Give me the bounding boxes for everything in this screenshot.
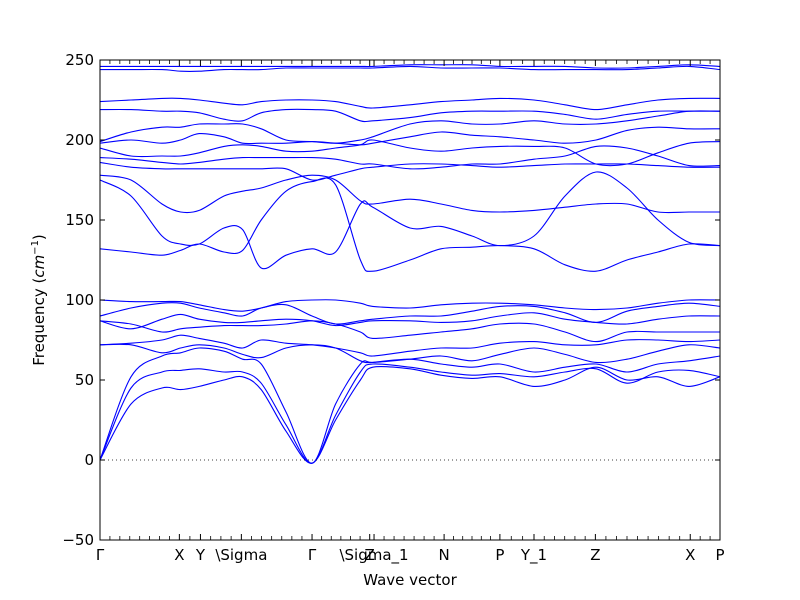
plot-frame [99, 59, 721, 541]
x-tick-label: Z [590, 546, 600, 564]
bands-layer [100, 64, 720, 464]
x-tick-label: Y_1 [520, 546, 547, 565]
x-tick-label: Γ [308, 546, 317, 564]
band-line-5 [100, 334, 720, 357]
band-line-13 [100, 161, 720, 181]
x-tick-label: X [685, 546, 695, 564]
x-tick-label: \Sigma [215, 546, 267, 564]
x-axis-title: Wave vector [363, 571, 457, 589]
x-tick-label: P [715, 546, 724, 564]
band-line-17 [100, 110, 720, 144]
band-line-4 [100, 343, 720, 364]
band-line-8 [100, 302, 720, 325]
x-tick-label: \Sigma_1 [339, 546, 408, 565]
y-axis-title-unit: cm [30, 255, 48, 278]
band-line-11 [100, 171, 720, 270]
y-tick-label: −50 [62, 531, 94, 549]
band-line-18 [100, 108, 720, 123]
band-line-2 [100, 363, 720, 464]
band-line-20 [100, 65, 720, 72]
y-tick-label: 50 [75, 371, 94, 389]
band-line-6 [100, 320, 720, 343]
x-tick-label: N [438, 546, 449, 564]
y-axis-ticks: −50 0 50 100 150 200 250 [62, 51, 720, 549]
y-axis-title-text: Frequency ( [30, 278, 48, 366]
band-line-3 [100, 347, 720, 464]
band-line-12 [100, 174, 720, 214]
band-line-15 [100, 139, 720, 167]
band-line-1 [100, 365, 720, 464]
y-axis-title-exponent: −1 [30, 240, 41, 255]
minor-ticks [109, 60, 711, 540]
x-axis-ticks: Γ X Y \Sigma Γ Z\Sigma_1 N P Y_1 Z X P [96, 60, 725, 565]
x-tick-label: Z [365, 546, 375, 564]
band-line-10 [100, 177, 720, 272]
y-tick-label: 100 [65, 291, 94, 309]
x-tick-label: Γ [96, 546, 105, 564]
y-tick-label: 150 [65, 211, 94, 229]
y-tick-label: 250 [65, 51, 94, 69]
band-line-14 [100, 145, 720, 170]
band-line-19 [100, 97, 720, 111]
y-tick-label: 200 [65, 131, 94, 149]
y-axis-title: Frequency (cm−1) [30, 234, 48, 366]
x-tick-label: X [174, 546, 184, 564]
band-line-7 [100, 312, 720, 330]
band-line-9 [100, 299, 720, 312]
x-tick-label: P [495, 546, 504, 564]
band-line-16 [100, 126, 720, 146]
y-tick-label: 0 [84, 451, 94, 469]
band-line-21 [100, 64, 720, 69]
y-axis-title-close: ) [30, 234, 48, 240]
x-tick-label: Y [195, 546, 206, 564]
